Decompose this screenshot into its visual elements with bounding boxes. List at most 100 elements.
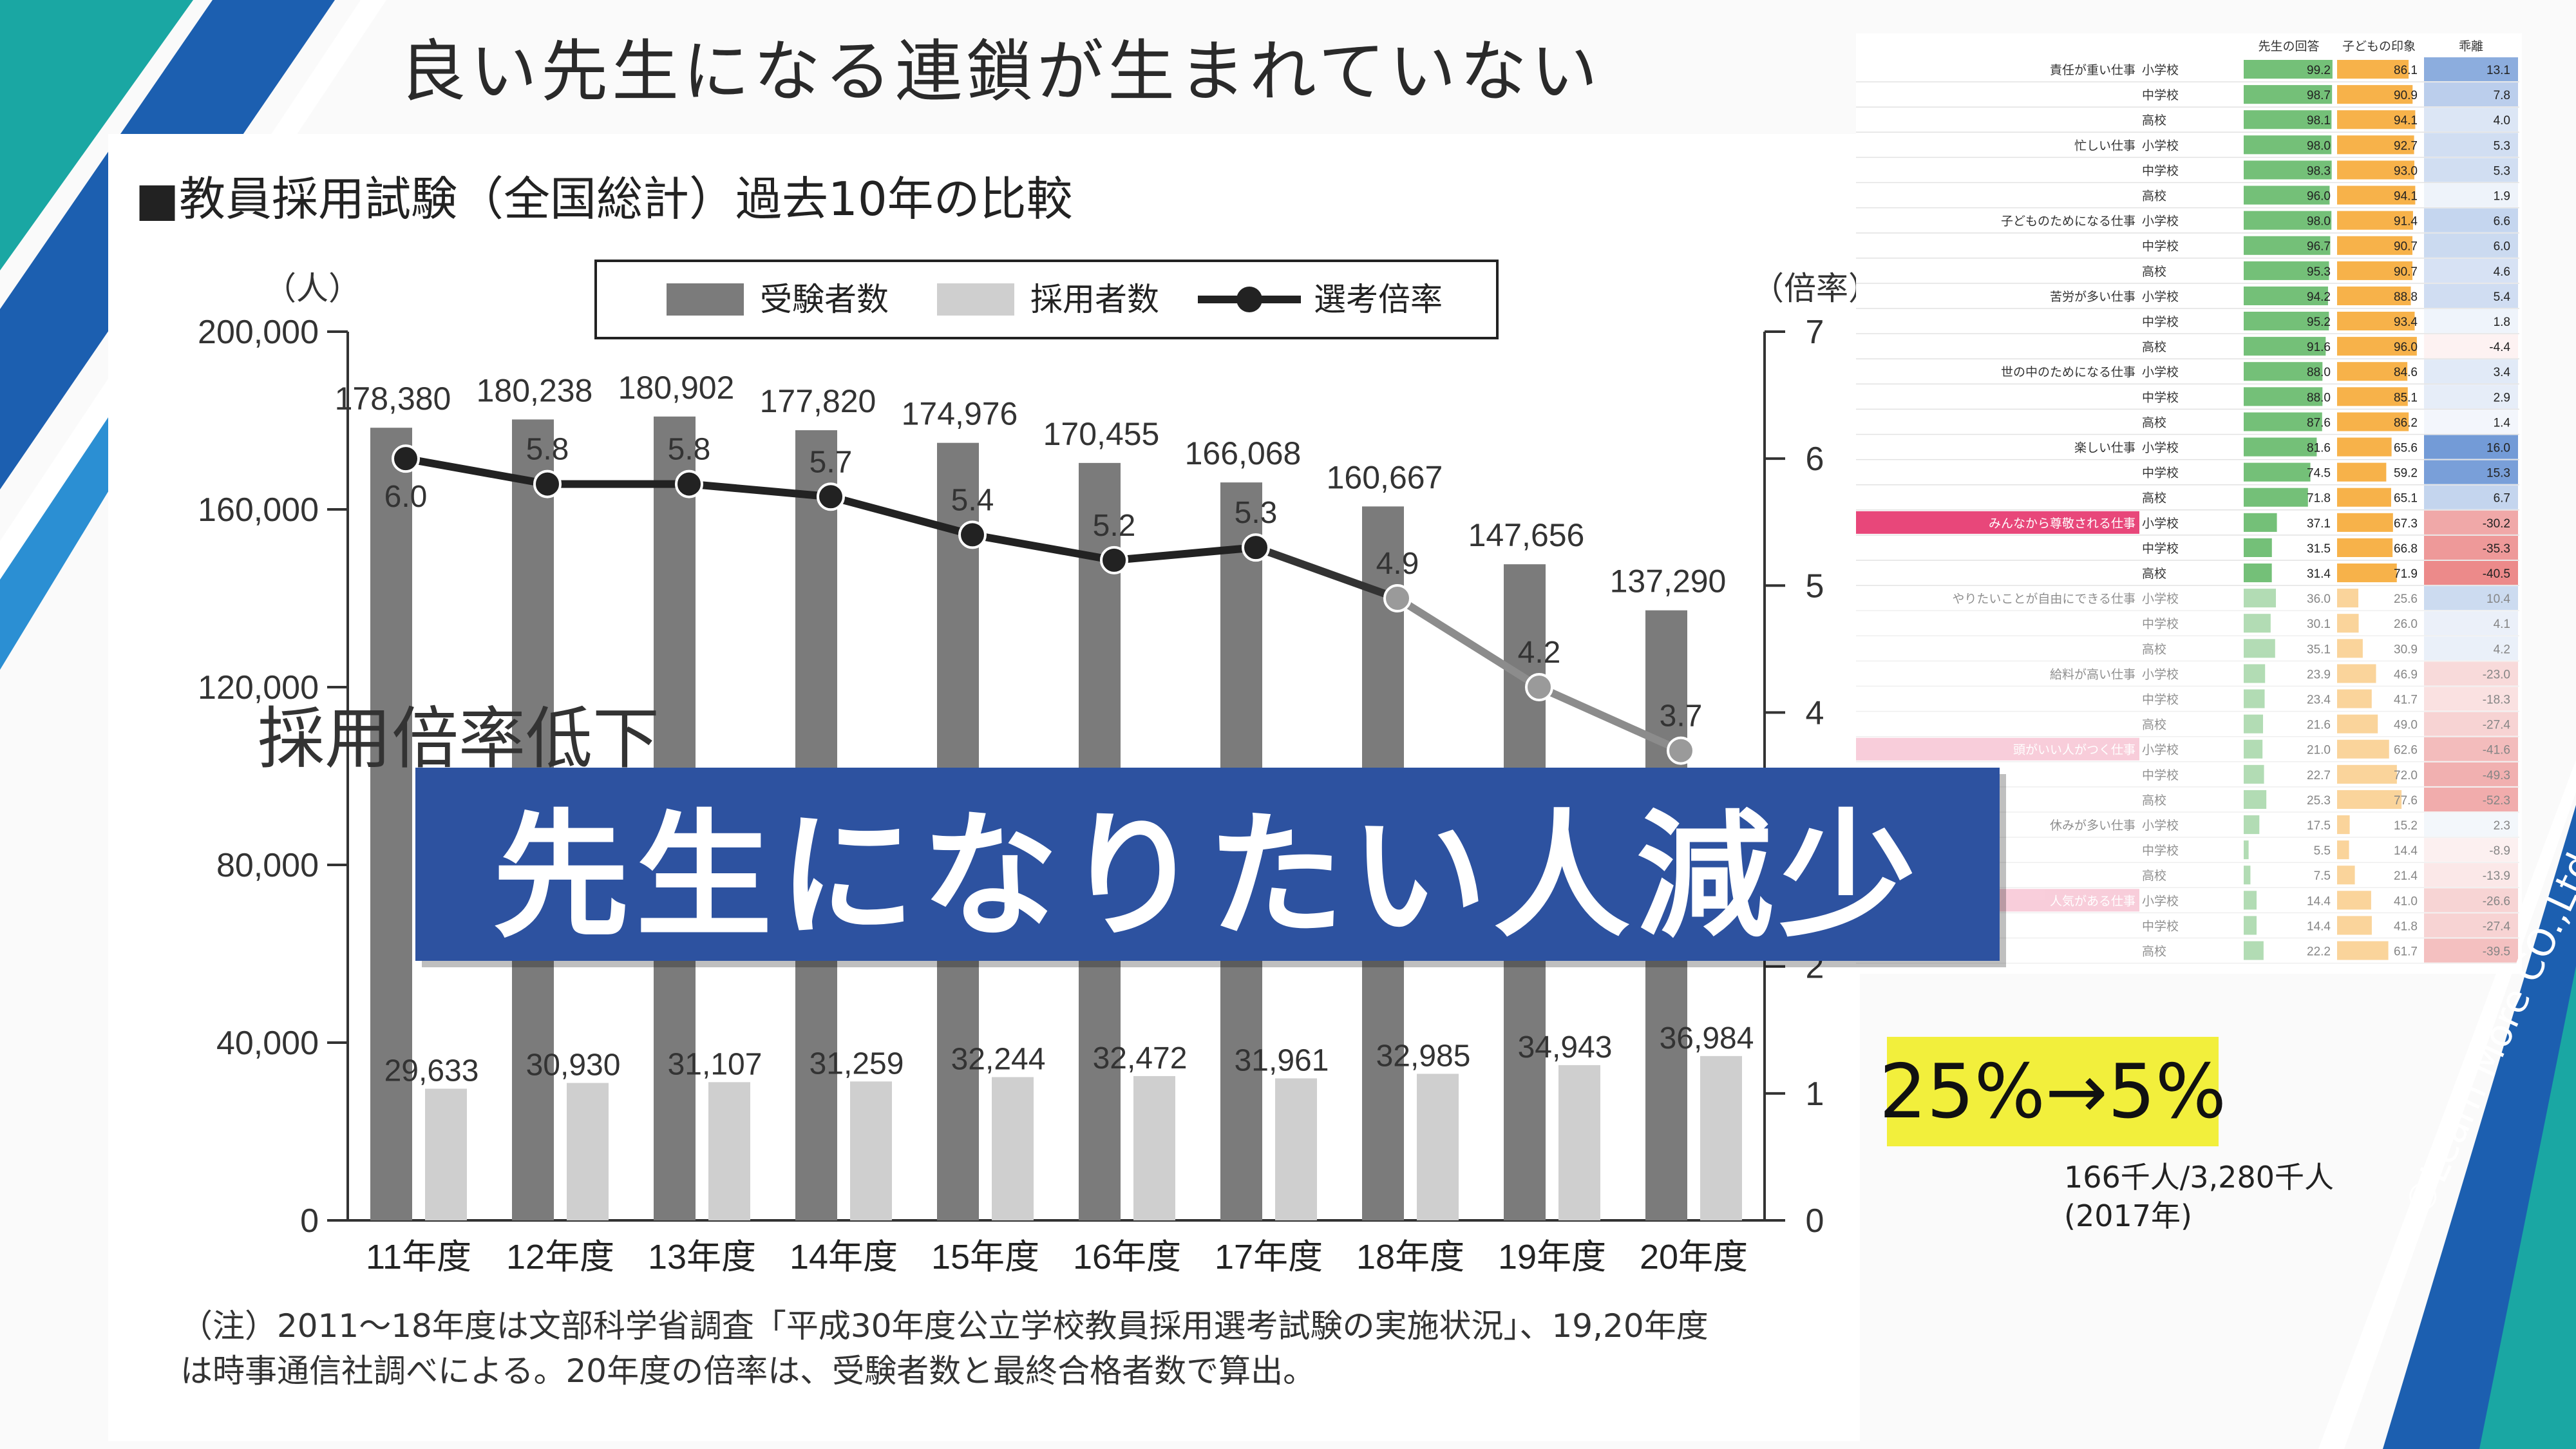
hire-bar: [425, 1088, 467, 1220]
hire-bar: [567, 1083, 609, 1220]
survey-child-value: 26.0: [2394, 618, 2418, 631]
chart-note-line-2: は時事通信社調べによる。20年度の倍率は、受験者数と最終合格者数で算出。: [180, 1352, 1316, 1390]
survey-gap-cell: [2424, 636, 2518, 661]
survey-child-bar: [2337, 312, 2415, 331]
survey-child-bar: [2337, 614, 2359, 633]
survey-group-label: みんなから尊敬される仕事: [1989, 516, 2136, 531]
survey-child-bar: [2337, 337, 2417, 356]
survey-gap-cell: [2424, 938, 2518, 963]
survey-header-bg: [1856, 33, 2522, 57]
survey-teacher-value: 74.5: [2307, 467, 2331, 480]
survey-teacher-value: 14.4: [2307, 895, 2331, 908]
survey-gap-value: -4.4: [2489, 341, 2510, 354]
survey-teacher-value: 31.4: [2307, 567, 2331, 581]
survey-child-value: 93.0: [2394, 164, 2418, 178]
survey-teacher-value: 23.9: [2307, 668, 2331, 681]
y2-tick-label: 6: [1806, 440, 1824, 478]
survey-row: 高校 95.3 90.7 4.6: [1856, 258, 2519, 284]
x-category-label: 19年度: [1498, 1238, 1606, 1276]
survey-child-bar: [2337, 437, 2392, 457]
hire-bar: [1700, 1056, 1742, 1220]
survey-child-bar: [2337, 185, 2416, 205]
hire-value-label: 32,472: [1093, 1041, 1188, 1075]
survey-gap-cell: [2424, 133, 2518, 157]
survey-child-value: 92.7: [2394, 139, 2418, 153]
survey-level-label: 中学校: [2142, 768, 2179, 782]
survey-teacher-value: 95.2: [2307, 316, 2331, 329]
survey-teacher-bar: [2244, 764, 2264, 784]
exam-value-label: 177,820: [760, 383, 876, 419]
x-category-label: 16年度: [1073, 1238, 1181, 1276]
survey-level-label: 中学校: [2142, 466, 2179, 480]
survey-gap-value: -26.6: [2483, 895, 2510, 908]
survey-row: 高校 35.1 30.9 4.2: [1856, 636, 2519, 662]
survey-gap-value: -27.4: [2483, 920, 2511, 933]
survey-level-label: 小学校: [2142, 592, 2179, 606]
rate-point: [817, 482, 845, 511]
survey-teacher-bar: [2244, 236, 2331, 255]
survey-gap-cell: [2424, 510, 2518, 535]
survey-row: 楽しい仕事 小学校 81.6 65.6 16.0: [1856, 435, 2519, 460]
survey-teacher-value: 21.6: [2307, 719, 2331, 732]
x-category-label: 20年度: [1640, 1238, 1748, 1276]
survey-child-value: 72.0: [2394, 769, 2418, 782]
survey-gap-cell: [2424, 787, 2518, 811]
survey-child-value: 65.6: [2394, 442, 2418, 455]
exam-value-label: 147,656: [1468, 517, 1585, 553]
ratio-text: 25%→5%: [1879, 1048, 2227, 1135]
survey-teacher-value: 98.0: [2307, 215, 2331, 229]
survey-row: 給料が高い仕事 小学校 23.9 46.9 -23.0: [1856, 661, 2519, 687]
survey-gap-cell: [2424, 561, 2518, 585]
survey-row: 苦労が多い仕事 小学校 94.2 88.8 5.4: [1856, 283, 2519, 309]
x-category-label: 14年度: [790, 1238, 898, 1276]
survey-child-value: 15.2: [2394, 819, 2418, 833]
survey-teacher-value: 95.3: [2307, 265, 2331, 279]
survey-gap-value: 7.8: [2494, 89, 2510, 102]
survey-child-value: 41.8: [2394, 920, 2418, 933]
survey-group-label: 楽しい仕事: [2074, 441, 2136, 455]
x-category-label: 17年度: [1215, 1238, 1323, 1276]
survey-teacher-value: 81.6: [2307, 442, 2331, 455]
survey-child-value: 49.0: [2394, 719, 2418, 732]
survey-teacher-bar: [2244, 135, 2332, 155]
survey-teacher-value: 96.7: [2307, 240, 2331, 254]
survey-teacher-value: 17.5: [2307, 819, 2331, 833]
survey-child-bar: [2337, 286, 2411, 305]
rate-value-label: 4.9: [1376, 547, 1419, 581]
survey-gap-value: 5.4: [2494, 290, 2511, 304]
survey-gap-value: 15.3: [2486, 467, 2510, 480]
rate-value-label: 5.8: [526, 433, 569, 467]
right-teal-band: [2479, 966, 2576, 1449]
survey-row: 世の中のためになる仕事 小学校 88.0 84.6 3.4: [1856, 359, 2519, 385]
exam-bar: [370, 428, 412, 1220]
survey-child-bar: [2337, 60, 2409, 79]
survey-gap-cell: [2424, 838, 2518, 862]
survey-child-bar: [2337, 739, 2389, 759]
hire-value-label: 32,244: [951, 1043, 1046, 1077]
survey-teacher-value: 71.8: [2307, 492, 2331, 506]
survey-teacher-value: 96.0: [2307, 190, 2331, 204]
survey-level-label: 中学校: [2142, 390, 2179, 404]
survey-gap-value: -23.0: [2483, 668, 2510, 681]
hire-bar: [850, 1081, 892, 1220]
rate-value-label: 6.0: [384, 480, 428, 514]
hire-bar: [1133, 1075, 1175, 1220]
survey-child-bar: [2337, 815, 2350, 835]
survey-teacher-value: 23.4: [2307, 694, 2331, 707]
y-tick-label: 80,000: [216, 847, 319, 884]
rate-value-label: 5.2: [1093, 509, 1136, 543]
survey-teacher-value: 91.6: [2307, 341, 2331, 354]
survey-level-label: 高校: [2142, 265, 2166, 279]
survey-gap-value: -13.9: [2483, 869, 2510, 883]
survey-gap-value: -8.9: [2489, 844, 2510, 858]
x-category-label: 11年度: [366, 1238, 471, 1276]
survey-gap-value: -30.2: [2483, 517, 2510, 531]
exam-value-label: 137,290: [1610, 564, 1727, 600]
survey-gap-value: 2.3: [2494, 819, 2510, 833]
survey-gap-value: 4.0: [2494, 114, 2510, 128]
survey-child-bar: [2337, 790, 2402, 809]
survey-gap-value: 1.8: [2494, 316, 2510, 329]
survey-gap-cell: [2424, 863, 2518, 887]
survey-child-bar: [2337, 664, 2376, 683]
survey-child-value: 62.6: [2394, 744, 2418, 757]
